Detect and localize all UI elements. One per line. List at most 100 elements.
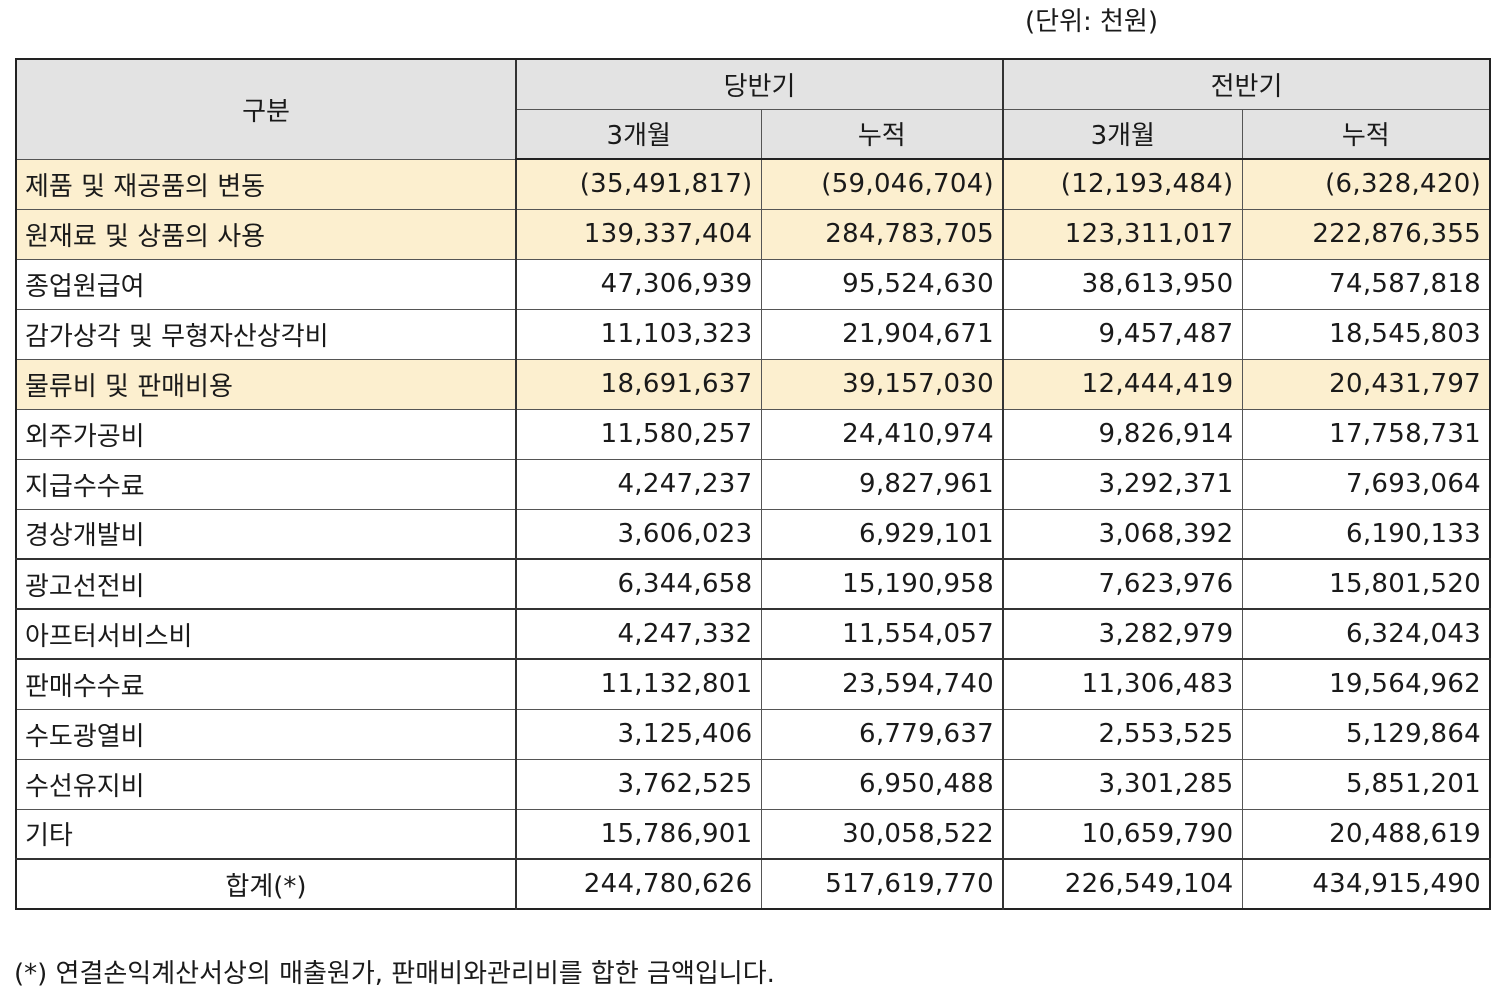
unit-note: (단위: 천원): [1025, 7, 1158, 37]
row-value: 18,691,637: [515, 358, 762, 410]
row-label: 기타: [15, 808, 517, 860]
table-row: 경상개발비 3,606,023 6,929,101 3,068,392 6,190,13…: [15, 508, 1491, 560]
row-label: 광고선전비: [15, 558, 517, 610]
footnote: (*) 연결손익계산서상의 매출원가, 판매비와관리비를 합한 금액입니다.: [14, 959, 775, 989]
row-value: 9,457,487: [1002, 308, 1243, 360]
row-value: 3,301,285: [1002, 758, 1243, 810]
row-value: (6,328,420): [1241, 158, 1491, 210]
row-value: 6,929,101: [760, 508, 1004, 560]
row-value: 11,554,057: [760, 608, 1004, 660]
table-header: 구분 당반기 전반기 3개월 누적 3개월 누적: [15, 58, 1491, 160]
row-value: 95,524,630: [760, 258, 1004, 310]
expense-table: 구분 당반기 전반기 3개월 누적 3개월 누적 제품 및 재공품의 변동 (35…: [15, 58, 1492, 910]
row-value: 9,826,914: [1002, 408, 1243, 460]
table-row: 광고선전비 6,344,658 15,190,958 7,623,976 15,801,…: [15, 558, 1491, 610]
header-current-period: 당반기: [514, 58, 1004, 110]
row-value: 6,950,488: [760, 758, 1004, 810]
row-value: 11,103,323: [515, 308, 762, 360]
table-row: 제품 및 재공품의 변동 (35,491,817) (59,046,704) (12,…: [15, 158, 1491, 210]
table-row: 기타 15,786,901 30,058,522 10,659,790 20,488,6…: [15, 808, 1491, 860]
row-value: 74,587,818: [1241, 258, 1491, 310]
row-value: 39,157,030: [760, 358, 1004, 410]
row-value: 20,431,797: [1241, 358, 1491, 410]
row-value: 11,580,257: [515, 408, 762, 460]
row-value: 15,801,520: [1241, 558, 1491, 610]
row-label: 원재료 및 상품의 사용: [15, 208, 517, 260]
row-label: 물류비 및 판매비용: [15, 358, 517, 410]
row-value: 21,904,671: [760, 308, 1004, 360]
row-value: 11,132,801: [515, 658, 762, 710]
row-value: 23,594,740: [760, 658, 1004, 710]
row-value: (59,046,704): [760, 158, 1004, 210]
table-row: 감가상각 및 무형자산상각비 11,103,323 21,904,671 9,457,…: [15, 308, 1491, 360]
header-current-3m: 3개월: [515, 108, 762, 160]
row-label: 판매수수료: [15, 658, 517, 710]
row-value: (35,491,817): [515, 158, 762, 210]
table-row: 지급수수료 4,247,237 9,827,961 3,292,371 7,693,06…: [15, 458, 1491, 510]
row-value: 6,324,043: [1241, 608, 1491, 660]
total-label: 합계(*): [15, 858, 517, 910]
row-label: 지급수수료: [15, 458, 517, 510]
table-row: 물류비 및 판매비용 18,691,637 39,157,030 12,444,419…: [15, 358, 1491, 410]
row-value: 12,444,419: [1002, 358, 1243, 410]
row-value: 15,190,958: [760, 558, 1004, 610]
row-value: 17,758,731: [1241, 408, 1491, 460]
row-label: 제품 및 재공품의 변동: [15, 158, 517, 210]
row-label: 수도광열비: [15, 708, 517, 760]
table-row: 종업원급여 47,306,939 95,524,630 38,613,950 74,58…: [15, 258, 1491, 310]
row-value: 284,783,705: [760, 208, 1004, 260]
row-value: 5,851,201: [1241, 758, 1491, 810]
row-value: 139,337,404: [515, 208, 762, 260]
total-value: 244,780,626: [515, 858, 762, 910]
row-value: 3,282,979: [1002, 608, 1243, 660]
row-value: 7,693,064: [1241, 458, 1491, 510]
row-value: 15,786,901: [515, 808, 762, 860]
row-label: 종업원급여: [15, 258, 517, 310]
row-value: 7,623,976: [1002, 558, 1243, 610]
total-value: 434,915,490: [1241, 858, 1491, 910]
row-value: 6,779,637: [760, 708, 1004, 760]
row-value: 222,876,355: [1241, 208, 1491, 260]
table-row: 수도광열비 3,125,406 6,779,637 2,553,525 5,129,86…: [15, 708, 1491, 760]
row-value: 24,410,974: [760, 408, 1004, 460]
row-value: 3,125,406: [515, 708, 762, 760]
row-value: 4,247,237: [515, 458, 762, 510]
header-prior-period: 전반기: [1002, 58, 1491, 110]
row-value: 19,564,962: [1241, 658, 1491, 710]
row-value: 11,306,483: [1002, 658, 1243, 710]
row-value: 9,827,961: [760, 458, 1004, 510]
row-value: 6,344,658: [515, 558, 762, 610]
total-row: 합계(*) 244,780,626 517,619,770 226,549,104 43…: [15, 858, 1491, 910]
table-body: 제품 및 재공품의 변동 (35,491,817) (59,046,704) (12,…: [15, 158, 1491, 910]
row-value: 10,659,790: [1002, 808, 1243, 860]
row-value: 20,488,619: [1241, 808, 1491, 860]
row-value: 3,068,392: [1002, 508, 1243, 560]
header-category: 구분: [15, 58, 517, 160]
row-value: 123,311,017: [1002, 208, 1243, 260]
row-value: 47,306,939: [515, 258, 762, 310]
row-value: 18,545,803: [1241, 308, 1491, 360]
row-value: 5,129,864: [1241, 708, 1491, 760]
header-current-cumulative: 누적: [760, 108, 1004, 160]
table-row: 판매수수료 11,132,801 23,594,740 11,306,483 19,56…: [15, 658, 1491, 710]
row-value: 6,190,133: [1241, 508, 1491, 560]
total-value: 517,619,770: [760, 858, 1004, 910]
table-row: 아프터서비스비 4,247,332 11,554,057 3,282,979 6,324…: [15, 608, 1491, 660]
table-row: 수선유지비 3,762,525 6,950,488 3,301,285 5,851,20…: [15, 758, 1491, 810]
row-value: (12,193,484): [1002, 158, 1243, 210]
row-label: 수선유지비: [15, 758, 517, 810]
row-value: 30,058,522: [760, 808, 1004, 860]
row-label: 아프터서비스비: [15, 608, 517, 660]
row-label: 경상개발비: [15, 508, 517, 560]
row-value: 2,553,525: [1002, 708, 1243, 760]
table-row: 원재료 및 상품의 사용 139,337,404 284,783,705 123,31…: [15, 208, 1491, 260]
row-value: 3,292,371: [1002, 458, 1243, 510]
row-value: 3,762,525: [515, 758, 762, 810]
header-prior-3m: 3개월: [1002, 108, 1243, 160]
header-prior-cumulative: 누적: [1241, 108, 1491, 160]
row-label: 외주가공비: [15, 408, 517, 460]
total-value: 226,549,104: [1002, 858, 1243, 910]
row-value: 4,247,332: [515, 608, 762, 660]
row-value: 38,613,950: [1002, 258, 1243, 310]
table-row: 외주가공비 11,580,257 24,410,974 9,826,914 17,758…: [15, 408, 1491, 460]
